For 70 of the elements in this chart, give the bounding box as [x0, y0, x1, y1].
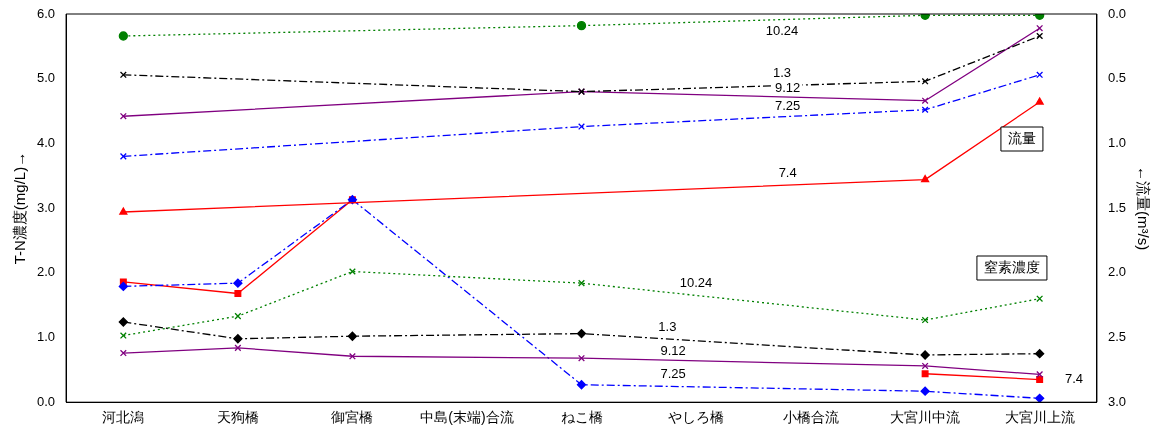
x-tick-label: 大宮川中流 [890, 409, 961, 426]
point [1035, 97, 1044, 105]
series-label: 10.24 [679, 275, 713, 291]
series-label: 9.12 [660, 342, 686, 358]
point [921, 316, 929, 324]
point [576, 328, 587, 339]
point [119, 332, 127, 340]
y-tick-label: 3.0 [36, 199, 56, 215]
point [119, 207, 128, 215]
x-tick-label: 小橋合流 [782, 409, 839, 426]
x-tick-label: 河北潟 [102, 409, 145, 426]
point [348, 352, 356, 360]
series-label: 9.12 [775, 79, 801, 95]
point [118, 31, 128, 41]
x-tick-label: 御宮橋 [331, 409, 374, 426]
point [1036, 71, 1044, 79]
point [118, 317, 128, 327]
series-label: 7.25 [660, 366, 686, 382]
y-tick-label: 0.0 [36, 393, 56, 409]
y-tick-label: 4.0 [36, 134, 56, 150]
annotation: 窒素濃度 [983, 258, 1040, 275]
series-label: 7.25 [775, 98, 801, 114]
y2-tick-label: 2.0 [1107, 264, 1127, 280]
point [119, 349, 127, 357]
point [920, 386, 930, 396]
y2-tick-label: 2.5 [1107, 329, 1127, 345]
x-tick-label: ねこ橋 [560, 409, 603, 426]
x-tick-label: 大宮川上流 [1004, 409, 1075, 426]
y2-tick-label: 0.5 [1107, 70, 1127, 86]
point [347, 331, 358, 341]
y2-tick-label: 0.0 [1107, 5, 1127, 21]
y-tick-label: 5.0 [36, 70, 56, 86]
series-label: 7.4 [1064, 371, 1084, 387]
y2-axis-title: ←流量(m³/s) [1134, 166, 1152, 251]
series-label: 1.3 [772, 65, 791, 81]
annotation: 流量 [1007, 129, 1036, 146]
point [1035, 393, 1045, 403]
series-label: 7.4 [778, 164, 797, 180]
point [576, 21, 587, 31]
point [1035, 349, 1045, 359]
point [234, 290, 242, 297]
point [233, 334, 243, 344]
point [1036, 24, 1044, 32]
point [921, 77, 929, 85]
series-label: 10.24 [765, 23, 799, 39]
x-tick-label: 中島(末端)合流 [420, 409, 514, 426]
y-tick-label: 1.0 [36, 329, 56, 345]
point [233, 278, 243, 288]
point [920, 350, 930, 360]
point [1036, 32, 1044, 40]
y-axis-title: T-N濃度(mg/L)→ [11, 151, 29, 265]
x-tick-label: やしろ橋 [668, 409, 725, 426]
y-tick-label: 2.0 [36, 264, 56, 280]
point [921, 174, 930, 183]
x-tick-label: 天狗橋 [216, 409, 259, 426]
y-tick-label: 6.0 [36, 5, 56, 21]
y2-tick-label: 3.0 [1107, 393, 1127, 409]
point [1036, 376, 1044, 384]
point [578, 354, 585, 362]
point [578, 279, 585, 287]
point [921, 106, 929, 114]
series-label: 1.3 [658, 318, 677, 334]
y2-tick-label: 1.5 [1107, 199, 1127, 215]
y2-tick-label: 1.0 [1107, 134, 1127, 150]
point [576, 380, 587, 390]
point [921, 97, 929, 105]
point [119, 112, 127, 120]
point [118, 281, 128, 292]
point [119, 71, 127, 79]
point [921, 370, 929, 378]
